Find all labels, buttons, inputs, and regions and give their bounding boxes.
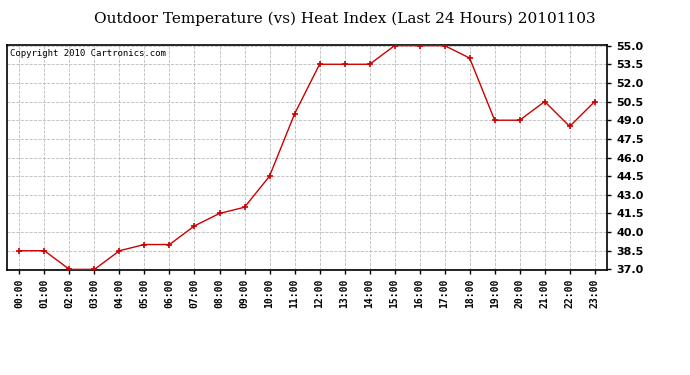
Text: Copyright 2010 Cartronics.com: Copyright 2010 Cartronics.com: [10, 50, 166, 58]
Text: Outdoor Temperature (vs) Heat Index (Last 24 Hours) 20101103: Outdoor Temperature (vs) Heat Index (Las…: [95, 11, 595, 26]
